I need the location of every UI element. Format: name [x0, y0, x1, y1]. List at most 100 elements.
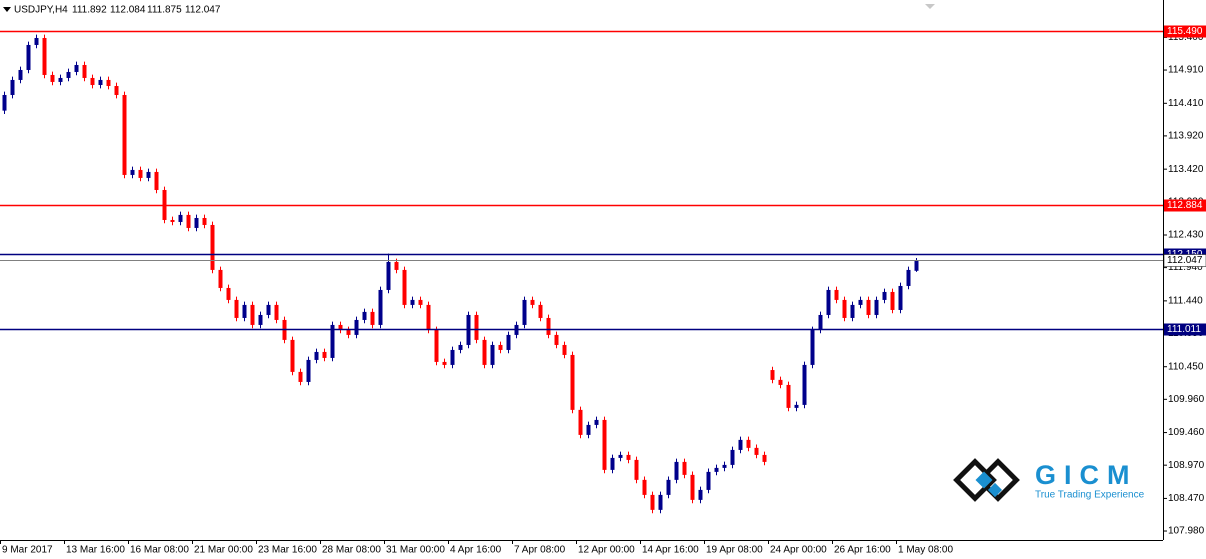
- candle-body: [170, 219, 175, 222]
- candle-body: [274, 304, 279, 320]
- candle-body: [866, 299, 871, 315]
- candle-body: [498, 344, 503, 350]
- level-label: 111.011: [1167, 324, 1201, 335]
- candle-body: [850, 304, 855, 318]
- symbol: USDJPY,H4: [14, 5, 68, 16]
- candle-body: [194, 217, 199, 228]
- candle-body: [882, 291, 887, 300]
- y-tick-label: 115.400: [1168, 32, 1204, 43]
- candle-body: [818, 314, 823, 330]
- candle-body: [858, 299, 863, 305]
- candle-body: [546, 317, 551, 335]
- candle-body: [138, 169, 143, 178]
- price-label-box: [1163, 254, 1206, 267]
- candle-body: [754, 447, 759, 455]
- candle-body: [154, 171, 159, 190]
- y-tick-label: 111.940: [1168, 262, 1203, 273]
- logo: GICM True Trading Experience: [953, 458, 1145, 502]
- candle-body: [266, 304, 271, 315]
- logo-diamond: [987, 482, 1003, 498]
- candle-body: [794, 404, 799, 408]
- level-label: 112.884: [1167, 200, 1203, 211]
- header-icon: [3, 7, 11, 12]
- candle-body: [378, 289, 383, 325]
- x-tick-label: 28 Mar 08:00: [322, 545, 381, 556]
- candle-body: [538, 304, 543, 318]
- y-tick-label: 109.460: [1168, 427, 1205, 438]
- x-tick-label: 14 Apr 16:00: [642, 545, 699, 556]
- x-tick-label: 1 May 08:00: [898, 545, 953, 556]
- candle-body: [762, 454, 767, 462]
- candle-body: [506, 334, 511, 350]
- candle-body: [346, 329, 351, 335]
- candle-body: [26, 44, 31, 70]
- candle-body: [746, 439, 751, 448]
- candle-body: [642, 479, 647, 495]
- candle-body: [50, 74, 55, 82]
- candle-body: [410, 299, 415, 305]
- candle-body: [834, 289, 839, 300]
- level-label-box: [1164, 25, 1206, 38]
- candle-body: [474, 314, 479, 340]
- candle-body: [178, 214, 183, 222]
- header-high: 112.084: [110, 5, 146, 16]
- candle-body: [634, 459, 639, 480]
- header-open: 111.892: [72, 5, 107, 16]
- candle-body: [586, 424, 591, 435]
- candle-body: [290, 339, 295, 372]
- candle-body: [618, 454, 623, 458]
- candle-body: [250, 304, 255, 325]
- candle-body: [658, 494, 663, 510]
- candle-body: [626, 454, 631, 460]
- candle-body: [74, 64, 79, 72]
- candle-body: [370, 311, 375, 325]
- candle-body: [130, 169, 135, 175]
- candle-body: [434, 329, 439, 362]
- candle-body: [898, 285, 903, 310]
- candle-body: [874, 299, 879, 315]
- candle-body: [122, 94, 127, 175]
- candle-body: [298, 371, 303, 382]
- level-label-box: [1164, 323, 1206, 336]
- y-tick-label: 114.910: [1168, 65, 1204, 76]
- logo-name: GICM: [1035, 460, 1138, 490]
- logo-tagline: True Trading Experience: [1035, 490, 1145, 501]
- candle-body: [650, 494, 655, 510]
- y-tick-label: 112.430: [1168, 230, 1204, 241]
- candle-body: [354, 319, 359, 335]
- candle-body: [306, 359, 311, 382]
- y-tick-label: 109.960: [1168, 394, 1205, 405]
- candle-body: [738, 439, 743, 450]
- candle-body: [234, 299, 239, 318]
- x-tick-label: 12 Apr 00:00: [578, 545, 635, 556]
- y-tick-label: 108.970: [1168, 460, 1205, 471]
- candle-body: [202, 217, 207, 225]
- candle-body: [394, 261, 399, 270]
- candle-body: [906, 269, 911, 286]
- candle-body: [426, 304, 431, 330]
- candle-body: [570, 354, 575, 410]
- candle-body: [314, 351, 319, 360]
- candle-body: [778, 379, 783, 385]
- candle-body: [450, 349, 455, 365]
- x-tick-label: 7 Apr 08:00: [514, 545, 566, 556]
- candle-body: [666, 479, 671, 495]
- x-tick-label: 16 Mar 08:00: [130, 545, 189, 556]
- candle-body: [826, 289, 831, 315]
- y-tick-label: 113.420: [1168, 164, 1204, 175]
- candle-body: [610, 457, 615, 470]
- candle-body: [522, 299, 527, 325]
- candle-body: [146, 171, 151, 178]
- x-tick-label: 19 Apr 08:00: [706, 545, 763, 556]
- candle-body: [914, 260, 919, 271]
- candle-body: [690, 474, 695, 500]
- price-label: 112.047: [1167, 255, 1203, 266]
- candle-body: [418, 299, 423, 305]
- candle-body: [682, 461, 687, 475]
- candle-body: [578, 409, 583, 435]
- candle-body: [554, 334, 559, 345]
- x-tick-label: 26 Apr 16:00: [834, 545, 891, 556]
- candle-body: [594, 419, 599, 425]
- candle-body: [842, 299, 847, 318]
